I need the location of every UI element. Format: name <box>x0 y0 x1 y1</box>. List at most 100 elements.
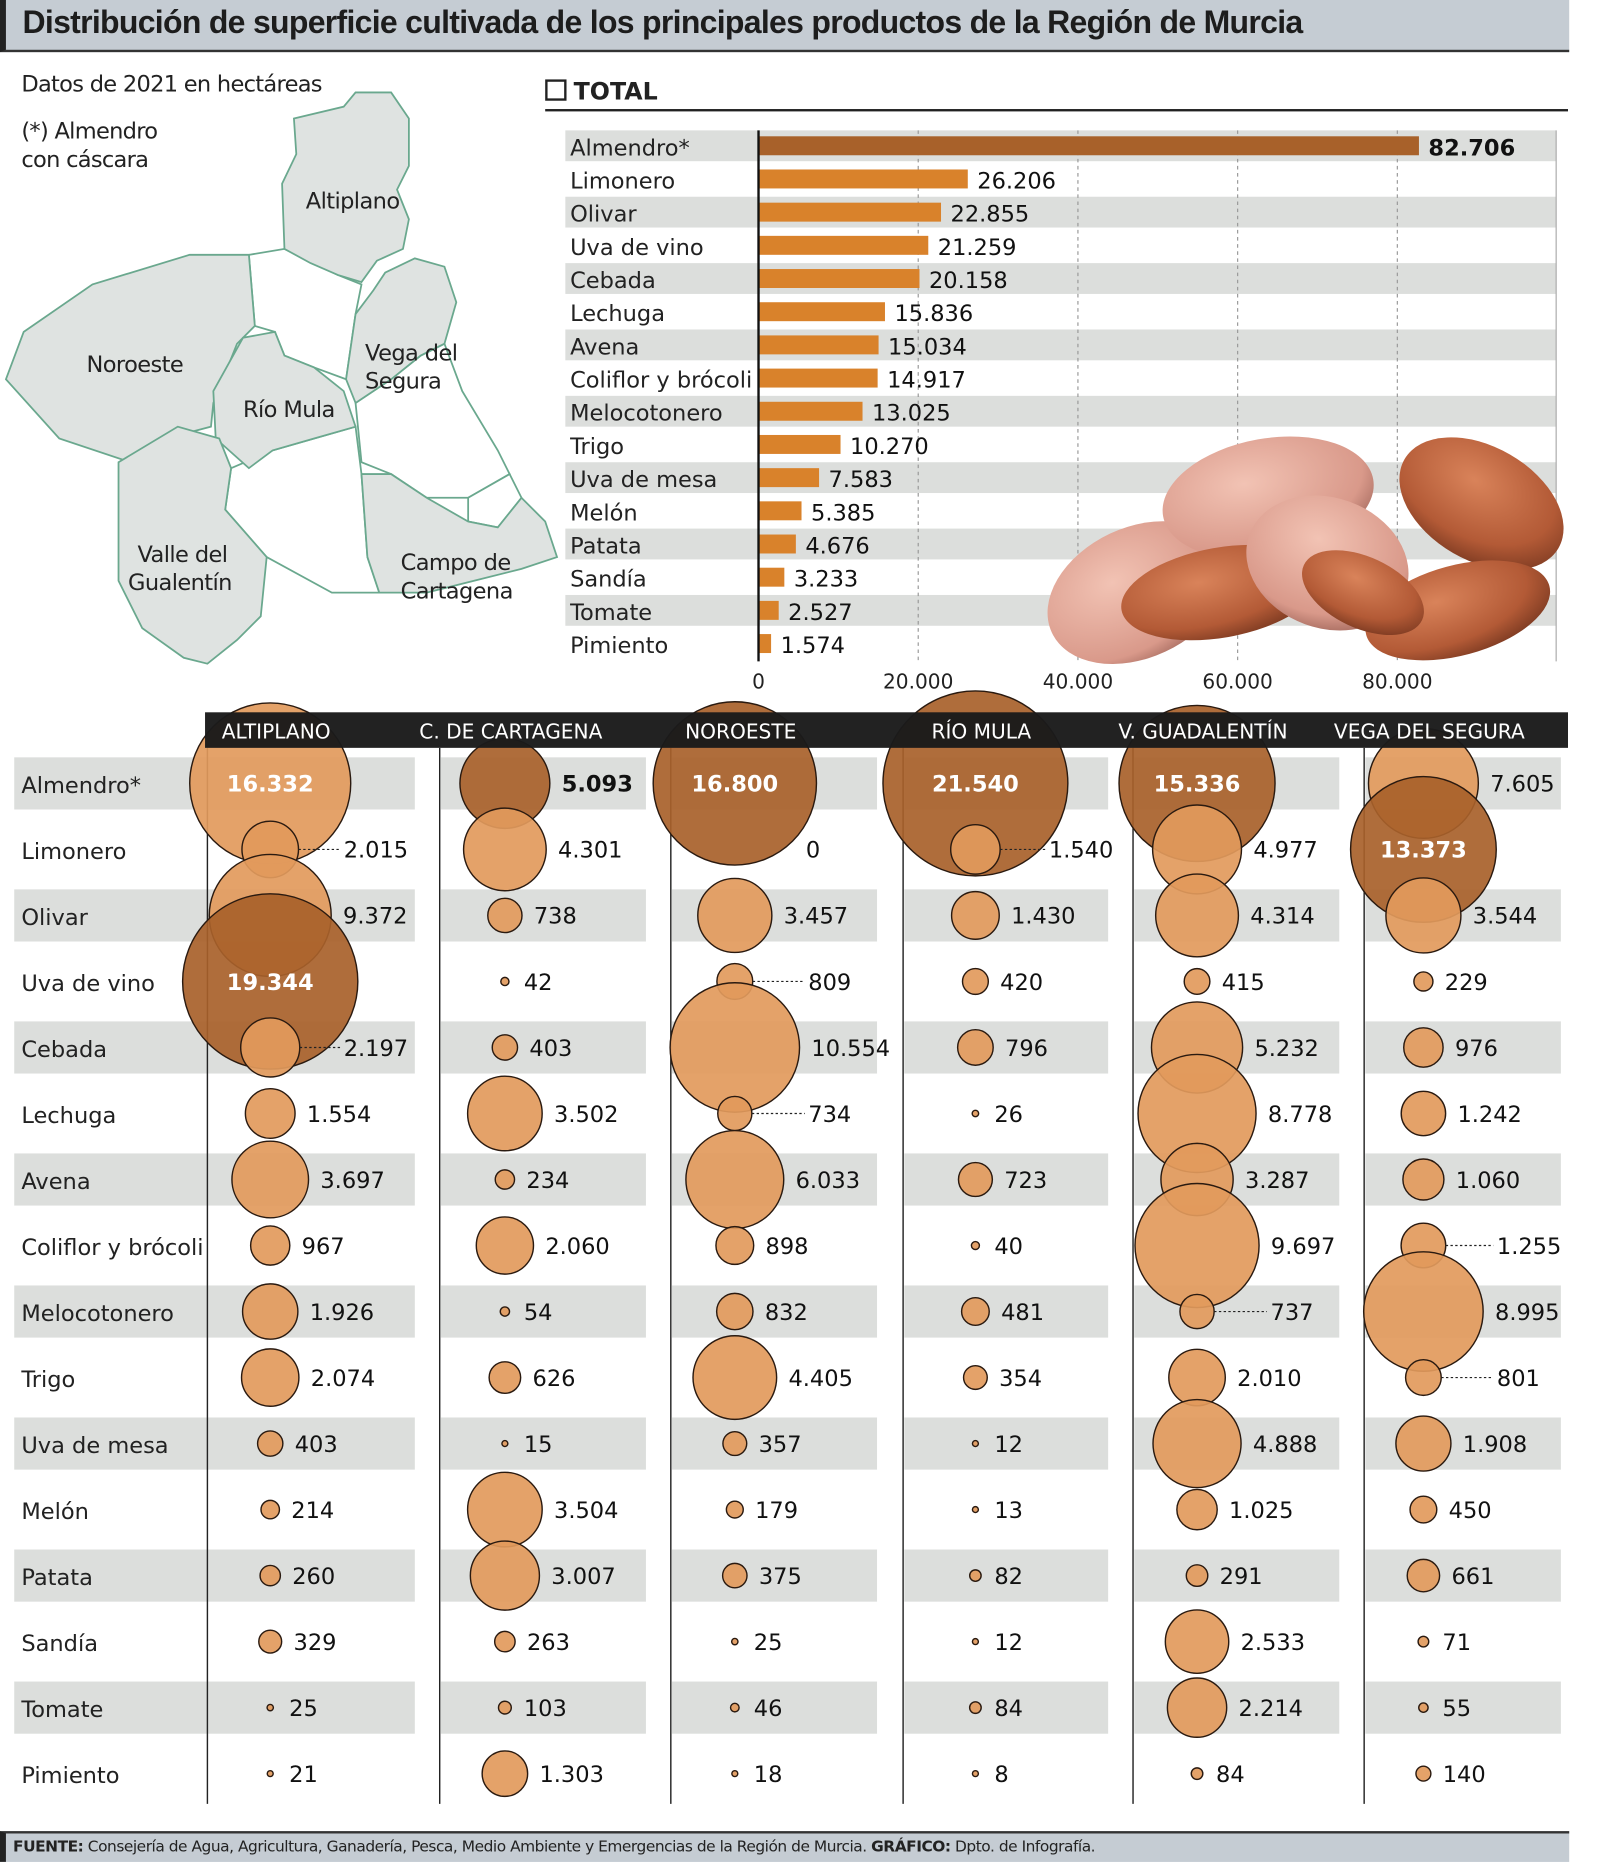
bar <box>758 202 942 222</box>
row-stripe <box>904 1681 1109 1734</box>
bubble <box>249 1225 291 1266</box>
row-label: Avena <box>21 1169 90 1195</box>
bubble-value-label: 18 <box>754 1762 783 1788</box>
title-bar: Distribución de superficie cultivada de … <box>0 0 1570 53</box>
bubble-value-label: 15 <box>524 1432 553 1458</box>
bar-value-label: 1.574 <box>781 633 845 659</box>
subtitle: Datos de 2021 en hectáreas <box>21 71 322 98</box>
bar-category-label: Trigo <box>569 434 624 460</box>
bubble-value-label: 1.430 <box>1011 904 1075 930</box>
bubble <box>717 1095 753 1132</box>
bubble <box>494 1169 516 1190</box>
row-stripe <box>904 1549 1109 1602</box>
bubble <box>722 1430 748 1457</box>
bar-category-label: Cebada <box>570 268 656 294</box>
bubble-value-label: 16.800 <box>691 772 778 798</box>
column-header-bar <box>205 712 1569 748</box>
bubble <box>1413 971 1434 992</box>
source-label: FUENTE: <box>13 1838 84 1857</box>
row-stripe <box>672 1285 878 1338</box>
bubble <box>971 1439 980 1448</box>
bubble <box>950 890 1000 940</box>
bar <box>758 269 920 289</box>
bar-category-label: Lechuga <box>570 301 665 327</box>
bar <box>758 434 841 454</box>
bubble <box>715 1225 755 1266</box>
bubble-value-label: 13 <box>994 1498 1023 1524</box>
bubble <box>469 1540 541 1611</box>
bar-value-label: 5.385 <box>811 500 875 526</box>
bubble-value-label: 10.554 <box>811 1036 890 1062</box>
bubble-value-label: 2.060 <box>545 1234 609 1260</box>
bubble <box>241 1283 299 1340</box>
footnote-line2: con cáscara <box>21 146 149 174</box>
row-stripe <box>904 1153 1109 1206</box>
bubble <box>1185 1564 1209 1588</box>
row-stripe <box>904 1417 1109 1470</box>
bubble-value-label: 21 <box>289 1762 318 1788</box>
map-label-campo-2: Cartagena <box>401 579 513 605</box>
bubble-value-label: 796 <box>1005 1036 1048 1062</box>
bar-category-label: Melón <box>570 500 638 526</box>
bubble <box>961 967 990 996</box>
bubble-value-label: 3.504 <box>554 1498 618 1524</box>
bubble-value-label: 19.344 <box>227 970 314 996</box>
bubble-value-label: 40 <box>994 1234 1023 1260</box>
bar-value-label: 15.034 <box>888 334 967 360</box>
bubble <box>266 1769 274 1778</box>
bubble-value-label: 661 <box>1451 1564 1494 1590</box>
bubble <box>956 1028 994 1066</box>
bar-category-label: Tomate <box>569 600 652 626</box>
bubble-value-label: 5.232 <box>1254 1036 1318 1062</box>
bubble-value-label: 229 <box>1445 970 1488 996</box>
bubble-value-label: 3.287 <box>1245 1168 1309 1194</box>
row-stripe <box>440 1285 646 1338</box>
bar-category-label: Avena <box>570 334 639 360</box>
bar-category-label: Coliflor y brócoli <box>570 368 752 394</box>
footer: FUENTE: Consejería de Agua, Agricultura,… <box>0 1831 1570 1862</box>
total-heading: TOTAL <box>545 77 658 105</box>
row-label: Uva de mesa <box>21 1433 168 1459</box>
bubble-value-label: 1.025 <box>1229 1498 1293 1524</box>
bubble <box>462 807 547 892</box>
region-rio-mula[interactable] <box>212 330 357 470</box>
region-campo-de-cartagena[interactable] <box>360 473 559 594</box>
bubble-value-label: 8 <box>994 1762 1008 1788</box>
bubble <box>487 897 523 934</box>
bubble <box>697 877 773 954</box>
region-valle-del-guadalentin[interactable] <box>117 425 268 665</box>
bubble-value-label: 263 <box>527 1630 570 1656</box>
row-label: Lechuga <box>21 1103 116 1129</box>
bubble-value-label: 832 <box>765 1300 808 1326</box>
region-vega-del-segura[interactable] <box>345 257 458 405</box>
bubble-value-label: 8.778 <box>1268 1102 1332 1128</box>
bubble-value-label: 450 <box>1449 1498 1492 1524</box>
bubble-value-label: 626 <box>533 1366 576 1392</box>
bubble <box>730 1637 739 1646</box>
row-stripe <box>672 1417 878 1470</box>
bubble-value-label: 1.926 <box>310 1300 374 1326</box>
bubble <box>721 1562 748 1589</box>
map-label-noroeste: Noroeste <box>87 352 184 378</box>
region-altiplano[interactable] <box>281 91 410 284</box>
bubble-value-label: 1.255 <box>1497 1234 1561 1260</box>
bubble <box>1362 1251 1484 1372</box>
row-stripe <box>672 1681 878 1734</box>
bubble-value-label: 357 <box>759 1432 802 1458</box>
bubble-value-label: 734 <box>808 1102 851 1128</box>
bubble-value-label: 54 <box>524 1300 553 1326</box>
bubble-value-label: 71 <box>1442 1630 1471 1656</box>
bubble-value-label: 26 <box>994 1102 1023 1128</box>
bubble-value-label: 42 <box>524 970 553 996</box>
x-tick-label: 20.000 <box>883 670 953 694</box>
bubble <box>1406 1558 1441 1593</box>
row-stripe <box>440 1153 646 1206</box>
almond-kernel <box>1302 550 1424 635</box>
row-stripe <box>1365 1549 1561 1602</box>
bubble <box>1190 1767 1204 1781</box>
bar-value-label: 20.158 <box>929 268 1008 294</box>
bubble-matrix-chart: Almendro* Limonero Olivar Uva de vino Cebada… <box>14 690 1569 1804</box>
bar-row-stripe <box>565 395 1557 427</box>
bubble <box>475 1216 535 1275</box>
bubble-value-label: 7.605 <box>1490 772 1554 798</box>
